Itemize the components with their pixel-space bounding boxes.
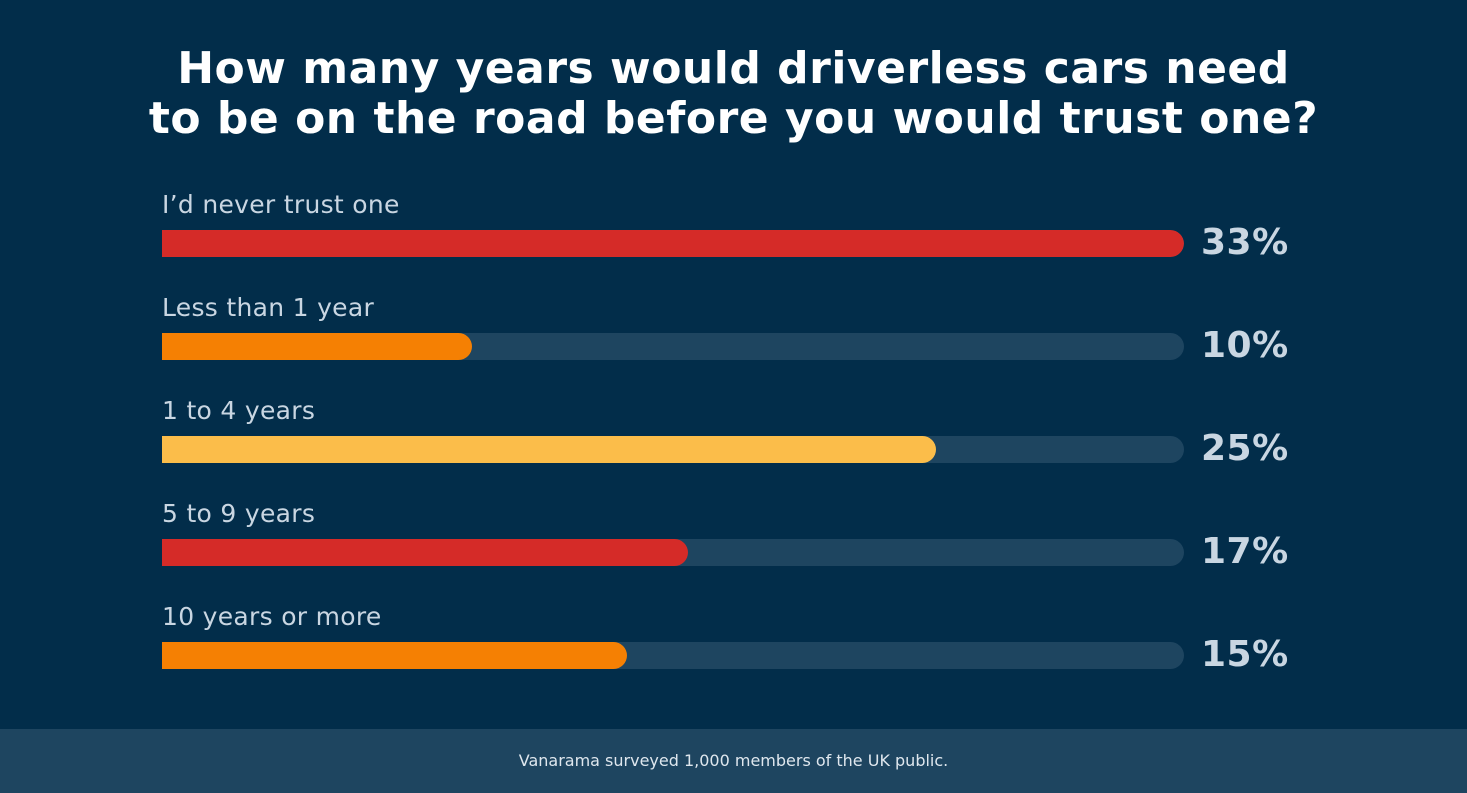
bar-value-label: 33% <box>1201 222 1289 263</box>
bar-value-label: 25% <box>1201 428 1289 469</box>
bar-fill <box>162 436 936 463</box>
chart-title-line-1: How many years would driverless cars nee… <box>177 43 1290 94</box>
bar-track <box>162 333 1184 360</box>
bar-fill <box>162 642 627 669</box>
bar-value-label: 17% <box>1201 531 1289 572</box>
bar-category-label: I’d never trust one <box>162 190 400 219</box>
bar-category-label: 5 to 9 years <box>162 499 316 528</box>
bar-track <box>162 436 1184 463</box>
chart-title: How many years would driverless cars nee… <box>0 44 1467 144</box>
bar-category-label: Less than 1 year <box>162 293 375 322</box>
bar-row: 5 to 9 years 17% <box>0 499 1467 579</box>
bar-track <box>162 230 1184 257</box>
bar-category-label: 10 years or more <box>162 602 382 631</box>
bar-row: 10 years or more 15% <box>0 602 1467 682</box>
footer-note: Vanarama surveyed 1,000 members of the U… <box>518 751 949 770</box>
bar-row: I’d never trust one 33% <box>0 190 1467 270</box>
bar-fill <box>162 333 472 360</box>
footer: Vanarama surveyed 1,000 members of the U… <box>0 729 1467 793</box>
bar-chart: I’d never trust one 33% Less than 1 year 10… <box>0 190 1467 682</box>
chart-title-line-2: to be on the road before you would trust… <box>148 93 1319 144</box>
bar-track <box>162 642 1184 669</box>
bar-row: 1 to 4 years 25% <box>0 396 1467 476</box>
bar-value-label: 15% <box>1201 634 1289 675</box>
bar-track <box>162 539 1184 566</box>
bar-category-label: 1 to 4 years <box>162 396 316 425</box>
bar-value-label: 10% <box>1201 325 1289 366</box>
bar-fill <box>162 230 1184 257</box>
bar-row: Less than 1 year 10% <box>0 293 1467 373</box>
bar-fill <box>162 539 688 566</box>
